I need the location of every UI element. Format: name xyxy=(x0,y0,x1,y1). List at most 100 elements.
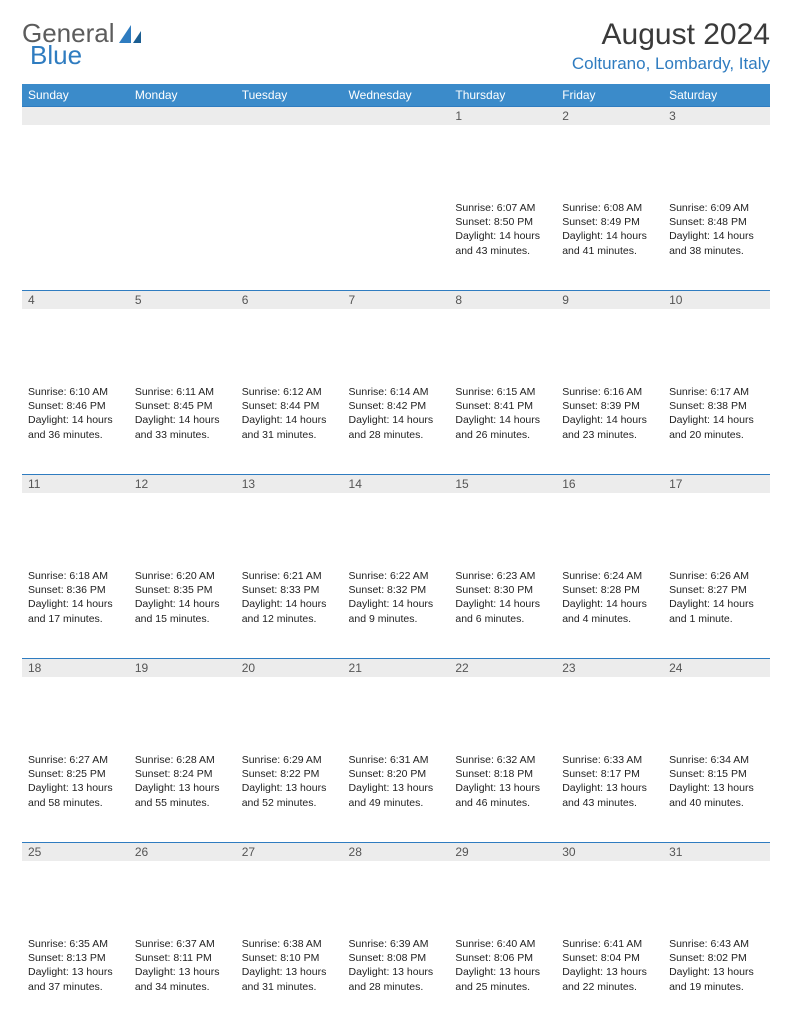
day-number: 8 xyxy=(449,290,556,309)
week-detail-row: Sunrise: 6:27 AMSunset: 8:25 PMDaylight:… xyxy=(22,750,770,842)
week-number-row: 45678910 xyxy=(22,290,770,382)
day-detail-cell: Sunrise: 6:35 AMSunset: 8:13 PMDaylight:… xyxy=(22,934,129,1026)
day-detail-cell: Sunrise: 6:24 AMSunset: 8:28 PMDaylight:… xyxy=(556,566,663,658)
day-header: Friday xyxy=(556,84,663,106)
day-detail: Sunrise: 6:10 AMSunset: 8:46 PMDaylight:… xyxy=(22,382,129,448)
day-detail-cell: Sunrise: 6:40 AMSunset: 8:06 PMDaylight:… xyxy=(449,934,556,1026)
day-number: 16 xyxy=(556,474,663,493)
day-detail: Sunrise: 6:37 AMSunset: 8:11 PMDaylight:… xyxy=(129,934,236,1000)
day-detail-cell: Sunrise: 6:28 AMSunset: 8:24 PMDaylight:… xyxy=(129,750,236,842)
day-number: 15 xyxy=(449,474,556,493)
day-number-cell: 12 xyxy=(129,474,236,566)
day-number: 10 xyxy=(663,290,770,309)
day-number-cell: 31 xyxy=(663,842,770,934)
day-detail: Sunrise: 6:11 AMSunset: 8:45 PMDaylight:… xyxy=(129,382,236,448)
week-number-row: 18192021222324 xyxy=(22,658,770,750)
day-detail: Sunrise: 6:31 AMSunset: 8:20 PMDaylight:… xyxy=(343,750,450,816)
day-number-cell: 29 xyxy=(449,842,556,934)
day-detail: Sunrise: 6:12 AMSunset: 8:44 PMDaylight:… xyxy=(236,382,343,448)
day-number xyxy=(236,106,343,125)
day-number-cell: 10 xyxy=(663,290,770,382)
day-number xyxy=(129,106,236,125)
day-detail-cell: Sunrise: 6:33 AMSunset: 8:17 PMDaylight:… xyxy=(556,750,663,842)
day-number-cell: 5 xyxy=(129,290,236,382)
day-detail: Sunrise: 6:14 AMSunset: 8:42 PMDaylight:… xyxy=(343,382,450,448)
calendar-table: SundayMondayTuesdayWednesdayThursdayFrid… xyxy=(22,84,770,1026)
week-detail-row: Sunrise: 6:07 AMSunset: 8:50 PMDaylight:… xyxy=(22,198,770,290)
day-detail: Sunrise: 6:15 AMSunset: 8:41 PMDaylight:… xyxy=(449,382,556,448)
day-detail-cell: Sunrise: 6:39 AMSunset: 8:08 PMDaylight:… xyxy=(343,934,450,1026)
week-detail-row: Sunrise: 6:35 AMSunset: 8:13 PMDaylight:… xyxy=(22,934,770,1026)
day-detail: Sunrise: 6:18 AMSunset: 8:36 PMDaylight:… xyxy=(22,566,129,632)
day-detail-cell: Sunrise: 6:41 AMSunset: 8:04 PMDaylight:… xyxy=(556,934,663,1026)
day-number-cell: 26 xyxy=(129,842,236,934)
day-detail-cell: Sunrise: 6:26 AMSunset: 8:27 PMDaylight:… xyxy=(663,566,770,658)
day-number-cell: 20 xyxy=(236,658,343,750)
day-detail-cell: Sunrise: 6:34 AMSunset: 8:15 PMDaylight:… xyxy=(663,750,770,842)
day-number-cell: 15 xyxy=(449,474,556,566)
day-detail: Sunrise: 6:41 AMSunset: 8:04 PMDaylight:… xyxy=(556,934,663,1000)
day-detail: Sunrise: 6:16 AMSunset: 8:39 PMDaylight:… xyxy=(556,382,663,448)
day-number: 22 xyxy=(449,658,556,677)
day-number: 1 xyxy=(449,106,556,125)
day-number-cell: 14 xyxy=(343,474,450,566)
day-number-cell xyxy=(129,106,236,198)
day-number-cell: 22 xyxy=(449,658,556,750)
day-header: Thursday xyxy=(449,84,556,106)
day-detail-cell: Sunrise: 6:38 AMSunset: 8:10 PMDaylight:… xyxy=(236,934,343,1026)
day-number: 27 xyxy=(236,842,343,861)
day-detail: Sunrise: 6:34 AMSunset: 8:15 PMDaylight:… xyxy=(663,750,770,816)
day-detail-cell: Sunrise: 6:10 AMSunset: 8:46 PMDaylight:… xyxy=(22,382,129,474)
day-detail-cell: Sunrise: 6:07 AMSunset: 8:50 PMDaylight:… xyxy=(449,198,556,290)
day-number-cell: 25 xyxy=(22,842,129,934)
day-number-cell: 1 xyxy=(449,106,556,198)
day-detail: Sunrise: 6:21 AMSunset: 8:33 PMDaylight:… xyxy=(236,566,343,632)
day-number: 26 xyxy=(129,842,236,861)
day-number: 11 xyxy=(22,474,129,493)
day-header: Sunday xyxy=(22,84,129,106)
day-number: 19 xyxy=(129,658,236,677)
day-number: 4 xyxy=(22,290,129,309)
day-number: 7 xyxy=(343,290,450,309)
week-detail-row: Sunrise: 6:18 AMSunset: 8:36 PMDaylight:… xyxy=(22,566,770,658)
day-number: 24 xyxy=(663,658,770,677)
page-header: General August 2024 Colturano, Lombardy,… xyxy=(22,18,770,74)
day-number: 29 xyxy=(449,842,556,861)
day-number-cell: 23 xyxy=(556,658,663,750)
day-detail-cell: Sunrise: 6:18 AMSunset: 8:36 PMDaylight:… xyxy=(22,566,129,658)
day-number: 17 xyxy=(663,474,770,493)
day-detail: Sunrise: 6:35 AMSunset: 8:13 PMDaylight:… xyxy=(22,934,129,1000)
day-detail: Sunrise: 6:20 AMSunset: 8:35 PMDaylight:… xyxy=(129,566,236,632)
day-detail-cell: Sunrise: 6:09 AMSunset: 8:48 PMDaylight:… xyxy=(663,198,770,290)
day-detail: Sunrise: 6:24 AMSunset: 8:28 PMDaylight:… xyxy=(556,566,663,632)
day-number-cell: 13 xyxy=(236,474,343,566)
day-number: 3 xyxy=(663,106,770,125)
day-detail-cell: Sunrise: 6:37 AMSunset: 8:11 PMDaylight:… xyxy=(129,934,236,1026)
day-detail: Sunrise: 6:09 AMSunset: 8:48 PMDaylight:… xyxy=(663,198,770,264)
title-block: August 2024 Colturano, Lombardy, Italy xyxy=(572,18,770,74)
day-detail-cell: Sunrise: 6:23 AMSunset: 8:30 PMDaylight:… xyxy=(449,566,556,658)
day-number-cell xyxy=(343,106,450,198)
day-detail: Sunrise: 6:27 AMSunset: 8:25 PMDaylight:… xyxy=(22,750,129,816)
brand-logo-line2: Blue xyxy=(30,40,82,71)
day-number: 9 xyxy=(556,290,663,309)
day-detail: Sunrise: 6:32 AMSunset: 8:18 PMDaylight:… xyxy=(449,750,556,816)
day-detail-cell: Sunrise: 6:15 AMSunset: 8:41 PMDaylight:… xyxy=(449,382,556,474)
day-header: Tuesday xyxy=(236,84,343,106)
day-number-cell: 11 xyxy=(22,474,129,566)
day-number-cell: 27 xyxy=(236,842,343,934)
day-detail-cell: Sunrise: 6:11 AMSunset: 8:45 PMDaylight:… xyxy=(129,382,236,474)
location-text: Colturano, Lombardy, Italy xyxy=(572,54,770,74)
day-number xyxy=(22,106,129,125)
day-number: 2 xyxy=(556,106,663,125)
day-detail-cell: Sunrise: 6:16 AMSunset: 8:39 PMDaylight:… xyxy=(556,382,663,474)
day-number-cell: 16 xyxy=(556,474,663,566)
day-number-cell: 2 xyxy=(556,106,663,198)
day-detail-cell: Sunrise: 6:22 AMSunset: 8:32 PMDaylight:… xyxy=(343,566,450,658)
day-number-cell xyxy=(236,106,343,198)
day-detail-cell: Sunrise: 6:32 AMSunset: 8:18 PMDaylight:… xyxy=(449,750,556,842)
day-number-cell: 3 xyxy=(663,106,770,198)
day-number-cell: 28 xyxy=(343,842,450,934)
day-number: 6 xyxy=(236,290,343,309)
day-detail-cell xyxy=(343,198,450,290)
